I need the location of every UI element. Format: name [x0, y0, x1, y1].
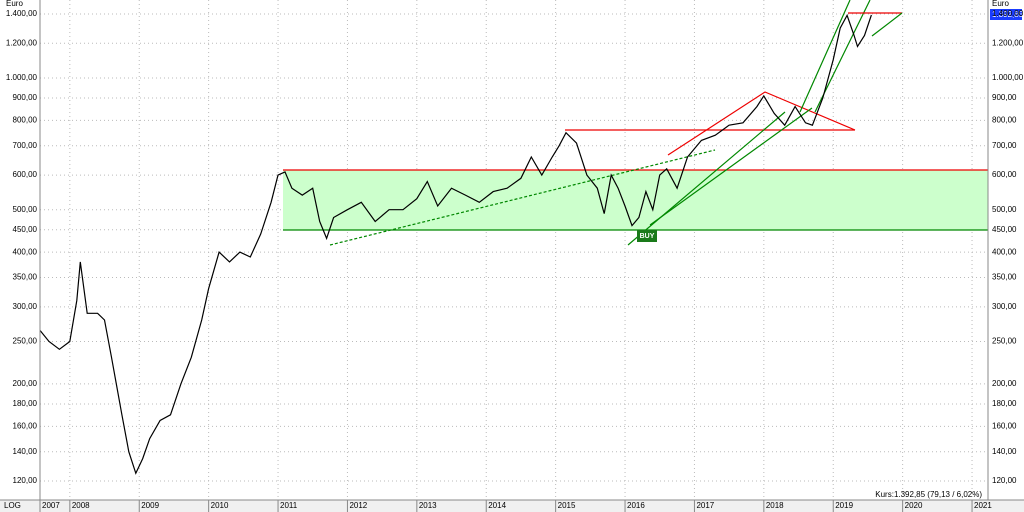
y-tick-label: 200,00 [992, 379, 1017, 388]
x-tick-label: 2012 [349, 501, 367, 510]
drawings [283, 0, 988, 246]
range-box [283, 170, 988, 230]
y-tick-label: 250,00 [992, 337, 1017, 346]
x-tick-label: 2013 [419, 501, 437, 510]
x-tick-label: 2008 [72, 501, 90, 510]
y-tick-label: 140,00 [992, 447, 1017, 456]
x-tick-label: 2011 [280, 501, 298, 510]
y-tick-label: 450,00 [992, 225, 1017, 234]
y-tick-label: 1.400,00 [6, 9, 38, 18]
y-tick-label: 300,00 [13, 302, 38, 311]
x-tick-label: 2018 [766, 501, 784, 510]
buy-badge [637, 230, 657, 242]
y-tick-label: 180,00 [992, 399, 1017, 408]
scale-label: LOG [4, 501, 21, 510]
y-tick-label: 1.200,00 [6, 38, 38, 47]
y-tick-label: 1.000,00 [992, 73, 1024, 82]
y-tick-label: 120,00 [992, 476, 1017, 485]
channel-line [799, 0, 851, 113]
x-tick-label: 2020 [905, 501, 923, 510]
x-tick-label: 2015 [558, 501, 576, 510]
triangle-line [871, 12, 903, 37]
y-tick-label: 250,00 [13, 337, 38, 346]
y-tick-label: 800,00 [992, 115, 1017, 124]
y-tick-label: 700,00 [13, 141, 38, 150]
y-tick-label: 1.400,00 [992, 9, 1024, 18]
y-tick-label: 450,00 [13, 225, 38, 234]
price-line [39, 13, 872, 475]
y-tick-label: 1.200,00 [992, 38, 1024, 47]
y-tick-label: 160,00 [13, 421, 38, 430]
y-tick-label: 900,00 [13, 93, 38, 102]
y-tick-label: 500,00 [992, 205, 1017, 214]
x-tick-label: 2014 [488, 501, 506, 510]
uptrend-line [649, 107, 813, 226]
y-tick-label: 120,00 [13, 476, 38, 485]
y-tick-label: 600,00 [992, 170, 1017, 179]
y-tick-label: 1.000,00 [6, 73, 38, 82]
y-tick-label: 140,00 [13, 447, 38, 456]
x-tick-label: 2019 [835, 501, 853, 510]
y-tick-label: 700,00 [992, 141, 1017, 150]
trend-line [329, 149, 716, 246]
x-axis-bar [0, 500, 1024, 512]
y-tick-label: 200,00 [13, 379, 38, 388]
axis-label: Euro [6, 0, 23, 8]
x-tick-label: 2010 [211, 501, 229, 510]
y-tick-label: 160,00 [992, 421, 1017, 430]
status-text: Kurs:1.392,85 (79,13 / 6,02%) [875, 490, 982, 499]
x-tick-label: 2017 [696, 501, 714, 510]
y-tick-label: 400,00 [992, 247, 1017, 256]
y-tick-label: 600,00 [13, 170, 38, 179]
y-tick-label: 350,00 [13, 273, 38, 282]
price-badge [990, 9, 1022, 20]
x-tick-label: 2016 [627, 501, 645, 510]
x-tick-label: 2009 [141, 501, 159, 510]
uptrend-line [627, 111, 786, 246]
y-tick-label: 800,00 [13, 115, 38, 124]
x-tick-label: 2007 [42, 501, 60, 510]
x-tick-label: 2021 [974, 501, 992, 510]
last-price: 1.392,85 [992, 10, 1024, 19]
y-tick-label: 350,00 [992, 273, 1017, 282]
triangle-line [667, 91, 856, 156]
y-tick-label: 300,00 [992, 302, 1017, 311]
axis-label: Euro [992, 0, 1009, 8]
y-tick-label: 400,00 [13, 247, 38, 256]
y-tick-label: 180,00 [13, 399, 38, 408]
y-tick-label: 900,00 [992, 93, 1017, 102]
buy-label: BUY [640, 233, 655, 240]
y-tick-label: 500,00 [13, 205, 38, 214]
